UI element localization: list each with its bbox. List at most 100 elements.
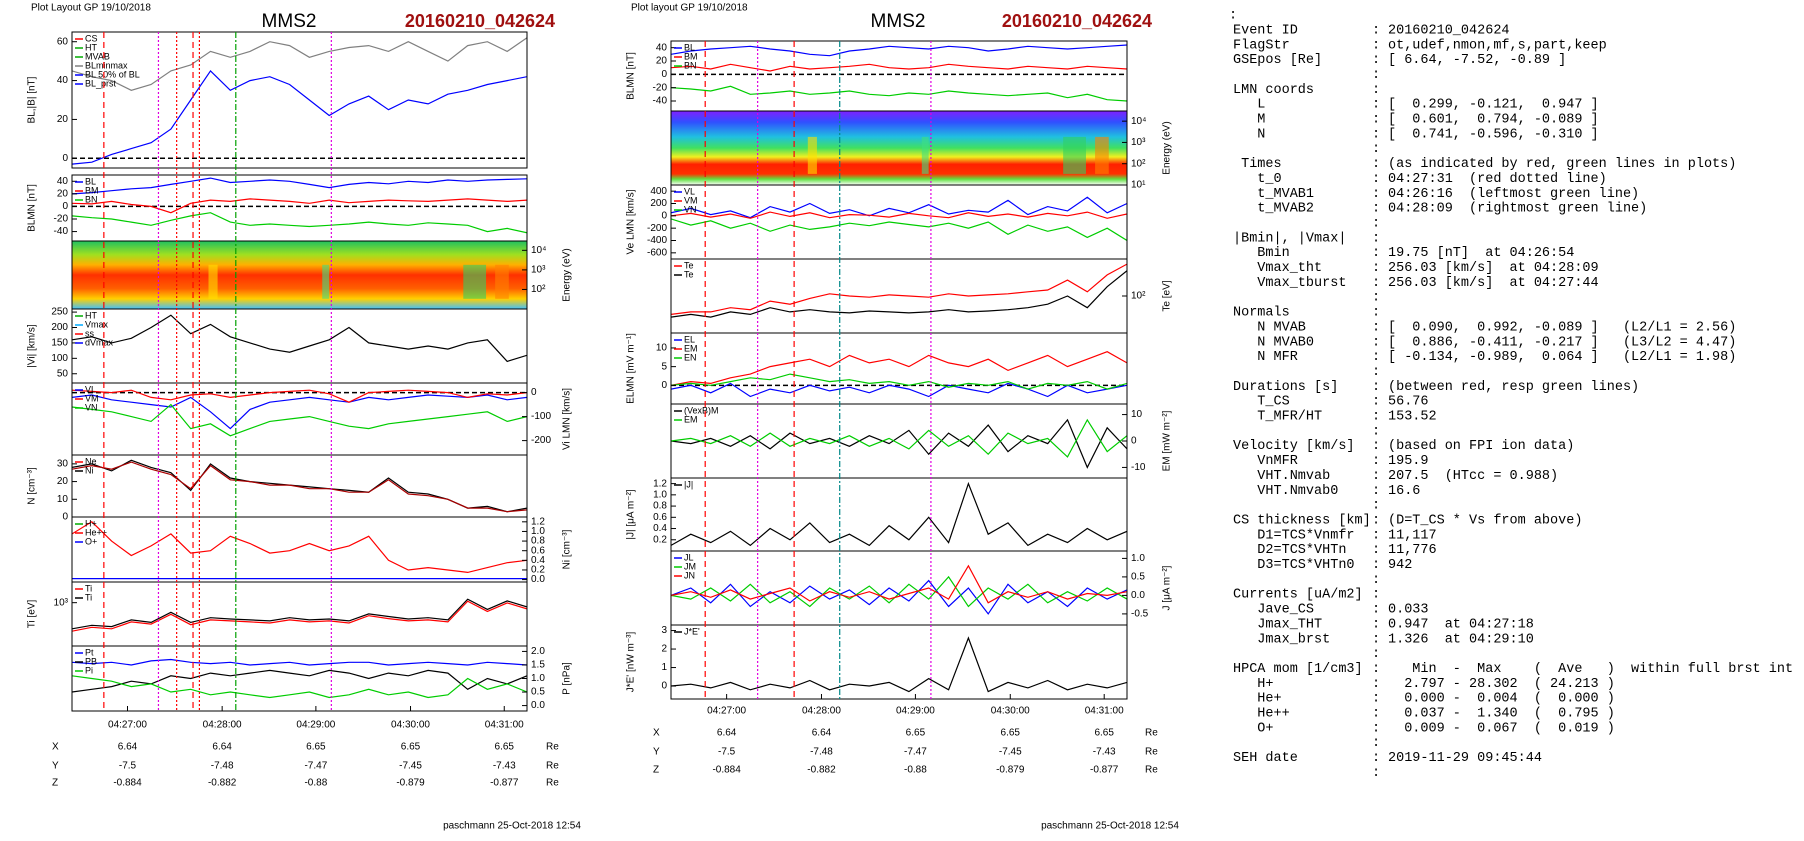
- legend-label: BL_prst: [85, 78, 117, 88]
- legend-label: HT: [85, 42, 97, 52]
- y-tick-label: 1.2: [531, 516, 545, 527]
- series-line: [671, 196, 1127, 219]
- y-tick-label: -400: [647, 235, 667, 246]
- summary-value: (as indicated by red, green lines in plo…: [1388, 157, 1736, 172]
- legend-label: dVmax: [85, 337, 114, 347]
- separator: :: [1372, 721, 1380, 736]
- separator: :: [1372, 172, 1380, 187]
- position-cell: 6.65: [906, 728, 926, 739]
- series-line: [72, 669, 527, 693]
- summary-key: M: [1233, 113, 1265, 128]
- legend-label: VL: [85, 384, 96, 394]
- y-tick-label: 10²: [1131, 158, 1146, 169]
- panel-frame: [670, 477, 1128, 552]
- position-cell: Re: [1145, 728, 1158, 739]
- summary-value: 11,117: [1388, 528, 1437, 543]
- y-tick-label: 0: [661, 380, 667, 391]
- series-line: [72, 69, 527, 165]
- summary-key: T_MFR/HT: [1233, 410, 1322, 425]
- summary-key: VnMFR: [1233, 454, 1298, 469]
- legend-label: BLminmax: [85, 60, 128, 70]
- y-axis-label: P [nPa]: [562, 662, 573, 695]
- separator: :: [1372, 380, 1380, 395]
- legend-label: Pt: [85, 647, 94, 657]
- y-axis-label: BLMN [nT]: [27, 184, 38, 232]
- separator: :: [1372, 23, 1380, 38]
- x-tick-label: 04:29:00: [296, 720, 335, 731]
- y-tick-label: 10: [1131, 409, 1143, 420]
- separator: :: [1372, 469, 1380, 484]
- separator: :: [1229, 9, 1237, 24]
- plot-title: MMS2: [262, 11, 317, 32]
- y-tick-label: 0: [62, 201, 68, 212]
- position-cell: -0.879: [996, 765, 1025, 776]
- summary-key: Velocity [km/s]: [1233, 439, 1355, 454]
- series-line: [72, 212, 527, 234]
- x-tick-label: 04:30:00: [991, 706, 1030, 717]
- separator: :: [1372, 276, 1380, 291]
- legend-label: VL: [684, 186, 695, 196]
- legend-label: CS: [85, 33, 98, 43]
- spectrogram-patch: [208, 264, 218, 299]
- legend-label: EM: [684, 414, 698, 424]
- panel: [671, 44, 1127, 102]
- panel: [72, 598, 527, 632]
- x-tick-label: 04:29:00: [896, 706, 935, 717]
- panel-frame: [71, 31, 528, 169]
- y-tick-label: -100: [531, 411, 551, 422]
- summary-value: 0.947 at 04:27:18: [1388, 617, 1534, 632]
- summary-value: 942: [1388, 558, 1412, 573]
- position-cell: Re: [1145, 747, 1158, 758]
- series-line: [671, 270, 1127, 318]
- series-line: [72, 461, 527, 513]
- separator: :: [1372, 543, 1380, 558]
- spectrogram-patch: [495, 264, 509, 299]
- panel: [72, 658, 527, 699]
- y-axis-label: Ti [eV]: [27, 600, 38, 629]
- summary-value: (based on FPI ion data): [1388, 439, 1574, 454]
- panel-frame: [71, 645, 528, 712]
- separator: :: [1372, 142, 1380, 157]
- summary-value: 20160210_042624: [1388, 23, 1510, 38]
- summary-key: He++: [1233, 707, 1290, 722]
- position-cell: -0.884: [113, 778, 142, 789]
- position-cell: -7.43: [493, 761, 516, 772]
- summary-key: CS thickness [km]: [1233, 513, 1371, 528]
- y-axis-label: Vi LMN [km/s]: [562, 388, 573, 450]
- position-cell: 6.64: [118, 742, 138, 753]
- legend-label: Ti: [85, 583, 92, 593]
- separator: :: [1372, 291, 1380, 306]
- y-tick-label: 40: [656, 42, 668, 53]
- panel: [72, 389, 527, 437]
- series-line: [671, 44, 1127, 57]
- panel: [72, 459, 527, 513]
- x-tick-label: 04:28:00: [802, 706, 841, 717]
- summary-key: Durations [s]: [1233, 380, 1338, 395]
- summary-value: 195.9: [1388, 454, 1429, 469]
- separator: :: [1372, 617, 1380, 632]
- summary-value: [ 0.090, 0.992, -0.089 ] (L2/L1 = 2.56): [1388, 320, 1736, 335]
- position-cell: X: [52, 742, 59, 753]
- y-axis-label: BL,|B| [nT]: [27, 76, 38, 123]
- series-line: [671, 263, 1127, 315]
- panel: [671, 564, 1127, 615]
- y-tick-label: 20: [57, 114, 69, 125]
- y-tick-label: 10: [656, 343, 668, 354]
- separator: :: [1372, 528, 1380, 543]
- legend-label: BM: [85, 185, 99, 195]
- series-line: [671, 579, 1127, 615]
- position-cell: -0.879: [396, 778, 425, 789]
- legend-label: BN: [85, 194, 98, 204]
- y-tick-label: 20: [656, 56, 668, 67]
- summary-value: [ 6.64, -7.52, -0.89 ]: [1388, 53, 1566, 68]
- legend-label: (VexB)M: [684, 405, 719, 415]
- summary-key: t_MVAB2: [1233, 202, 1314, 217]
- y-tick-label: 0.5: [1131, 572, 1145, 583]
- y-tick-label: 10²: [531, 284, 546, 295]
- position-cell: -0.88: [304, 778, 327, 789]
- panel: [671, 111, 1127, 185]
- legend-label: H+: [85, 518, 97, 528]
- plot-layout-label: Plot Layout GP 19/10/2018: [31, 3, 151, 14]
- summary-key: SEH date: [1233, 751, 1298, 766]
- y-tick-label: 10¹: [1131, 180, 1146, 191]
